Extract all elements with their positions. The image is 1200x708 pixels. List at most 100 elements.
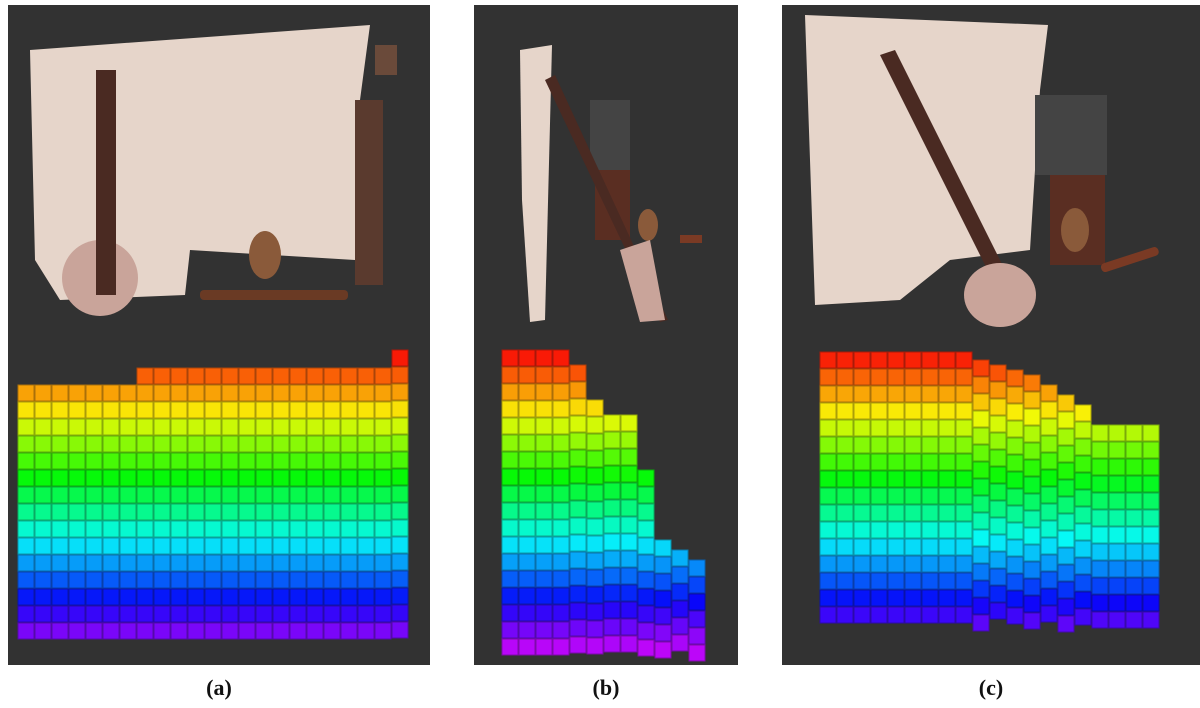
voxel — [1092, 459, 1108, 475]
voxel — [222, 504, 238, 520]
voxel — [290, 538, 306, 554]
voxel — [689, 628, 705, 644]
voxel — [655, 625, 671, 641]
voxel — [820, 590, 836, 606]
voxel — [854, 386, 870, 402]
voxel — [239, 572, 255, 588]
voxel — [86, 453, 102, 469]
voxel — [820, 556, 836, 572]
voxel — [392, 605, 408, 621]
caption: (a) — [206, 675, 232, 700]
voxel — [188, 589, 204, 605]
voxel — [973, 598, 989, 614]
voxel — [905, 471, 921, 487]
voxel — [1143, 527, 1159, 543]
voxel — [990, 365, 1006, 381]
voxel — [973, 530, 989, 546]
voxel — [922, 352, 938, 368]
voxel — [1143, 493, 1159, 509]
voxel — [137, 572, 153, 588]
voxel — [290, 385, 306, 401]
voxel — [222, 538, 238, 554]
voxel — [18, 402, 34, 418]
voxel — [171, 606, 187, 622]
voxel — [973, 394, 989, 410]
voxel — [1007, 506, 1023, 522]
voxel — [358, 385, 374, 401]
voxel — [1092, 476, 1108, 492]
voxel — [137, 368, 153, 384]
voxel — [604, 466, 620, 482]
voxel — [392, 384, 408, 400]
voxel — [587, 417, 603, 433]
voxel — [1058, 480, 1074, 496]
voxel — [553, 588, 569, 604]
voxel — [1075, 490, 1091, 506]
voxel — [205, 606, 221, 622]
voxel — [837, 437, 853, 453]
voxel — [587, 638, 603, 654]
voxel — [1041, 419, 1057, 435]
voxel — [604, 568, 620, 584]
voxel — [973, 462, 989, 478]
voxel — [86, 504, 102, 520]
voxel — [1109, 578, 1125, 594]
voxel — [570, 484, 586, 500]
voxel — [553, 503, 569, 519]
voxel — [18, 555, 34, 571]
voxel — [392, 350, 408, 366]
voxel — [837, 573, 853, 589]
voxel — [570, 620, 586, 636]
voxel — [273, 436, 289, 452]
voxel — [35, 402, 51, 418]
voxel — [324, 538, 340, 554]
voxel — [171, 368, 187, 384]
voxel — [341, 589, 357, 605]
voxel — [502, 418, 518, 434]
voxel — [1092, 595, 1108, 611]
voxel — [307, 419, 323, 435]
voxel — [587, 502, 603, 518]
voxel — [1075, 405, 1091, 421]
voxel — [905, 505, 921, 521]
voxel — [341, 623, 357, 639]
voxel — [939, 352, 955, 368]
voxel — [154, 436, 170, 452]
voxel — [1024, 392, 1040, 408]
voxel — [239, 487, 255, 503]
voxel — [273, 589, 289, 605]
voxel — [1058, 395, 1074, 411]
voxel — [922, 590, 938, 606]
voxel — [35, 436, 51, 452]
voxel — [86, 555, 102, 571]
voxel — [307, 555, 323, 571]
voxel — [222, 606, 238, 622]
voxel — [519, 384, 535, 400]
voxel — [536, 503, 552, 519]
voxel — [587, 553, 603, 569]
voxel — [86, 436, 102, 452]
voxel — [871, 437, 887, 453]
voxel — [375, 572, 391, 588]
voxel — [519, 622, 535, 638]
voxel — [1058, 548, 1074, 564]
voxel — [502, 503, 518, 519]
voxel — [905, 590, 921, 606]
voxel — [120, 470, 136, 486]
voxel — [358, 453, 374, 469]
voxel — [256, 504, 272, 520]
voxel — [604, 602, 620, 618]
voxel — [103, 521, 119, 537]
voxel — [519, 469, 535, 485]
voxel — [888, 505, 904, 521]
voxel — [120, 504, 136, 520]
voxel — [392, 367, 408, 383]
voxel — [1075, 439, 1091, 455]
voxel — [1126, 544, 1142, 560]
voxel — [171, 453, 187, 469]
voxel — [536, 350, 552, 366]
voxel — [290, 623, 306, 639]
voxel — [375, 555, 391, 571]
voxel — [1024, 460, 1040, 476]
voxel — [52, 453, 68, 469]
